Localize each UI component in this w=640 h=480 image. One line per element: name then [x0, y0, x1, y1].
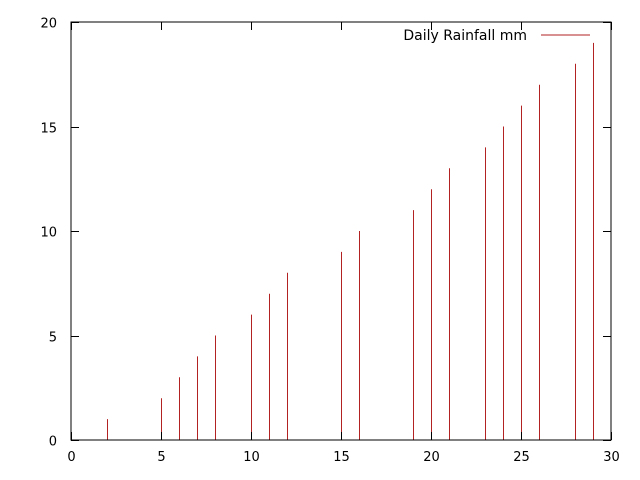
x-tick-label: 15: [333, 450, 350, 465]
impulse-series: [107, 42, 594, 440]
y-tick-label: 0: [49, 435, 57, 450]
y-tick-label: 20: [40, 17, 57, 32]
x-tick-label: 20: [423, 450, 440, 465]
legend-label: Daily Rainfall mm: [403, 28, 527, 44]
y-tick-label: 10: [40, 226, 57, 241]
x-tick-label: 10: [243, 450, 260, 465]
legend: Daily Rainfall mm: [403, 28, 590, 44]
x-axis: 0 5 10 15 20 25 30: [67, 22, 620, 465]
x-tick-label: 30: [603, 450, 620, 465]
y-axis: 0 5 10 15 20: [40, 17, 611, 450]
x-tick-label: 0: [67, 450, 75, 465]
y-tick-label: 15: [40, 122, 57, 137]
x-tick-label: 5: [157, 450, 165, 465]
y-tick-label: 5: [49, 331, 57, 346]
x-tick-label: 25: [513, 450, 530, 465]
